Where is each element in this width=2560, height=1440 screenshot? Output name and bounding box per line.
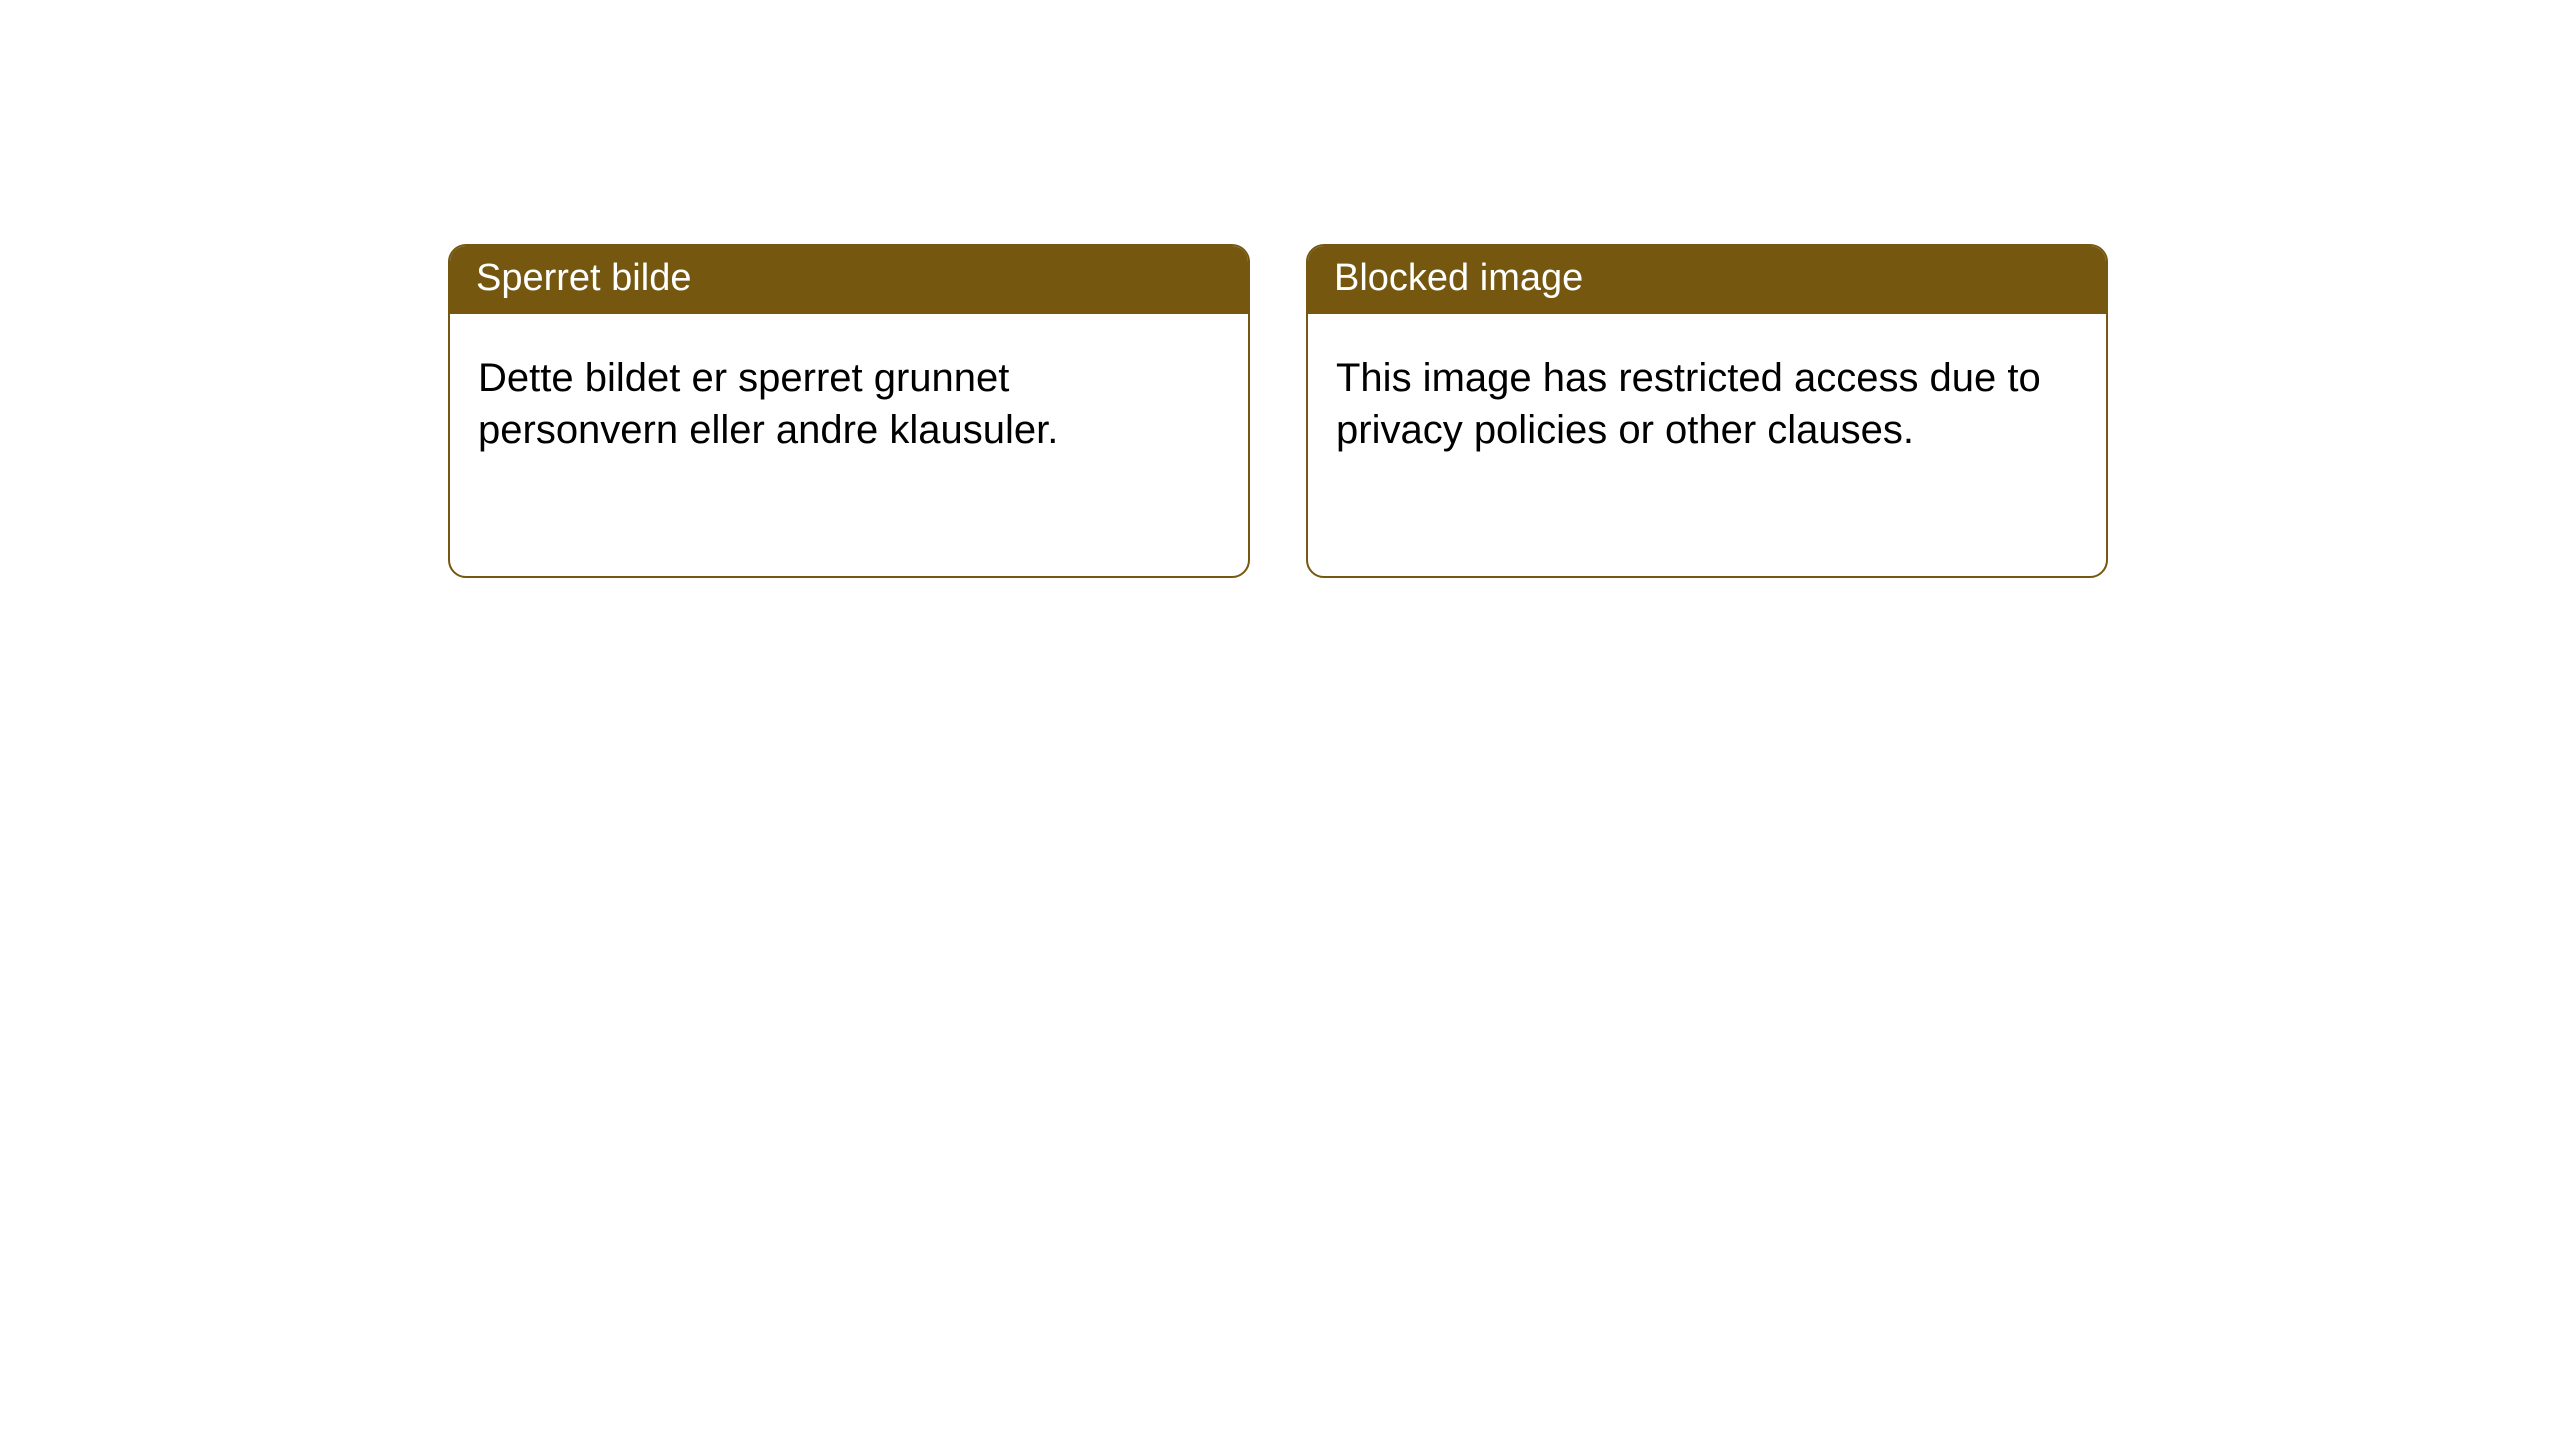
blocked-image-card-no: Sperret bilde Dette bildet er sperret gr… bbox=[448, 244, 1250, 578]
blocked-image-card-en: Blocked image This image has restricted … bbox=[1306, 244, 2108, 578]
card-header-en: Blocked image bbox=[1308, 246, 2106, 314]
card-body-en: This image has restricted access due to … bbox=[1308, 314, 2106, 496]
card-body-no: Dette bildet er sperret grunnet personve… bbox=[450, 314, 1248, 496]
card-header-no: Sperret bilde bbox=[450, 246, 1248, 314]
notice-container: Sperret bilde Dette bildet er sperret gr… bbox=[0, 0, 2560, 578]
